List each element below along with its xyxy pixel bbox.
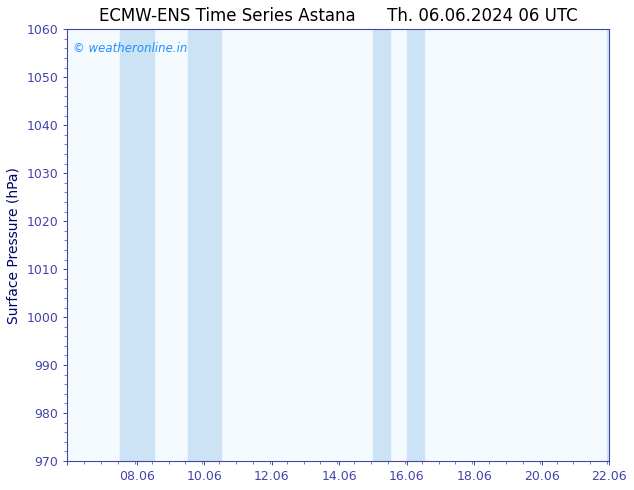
Text: © weatheronline.in: © weatheronline.in bbox=[73, 42, 187, 55]
Y-axis label: Surface Pressure (hPa): Surface Pressure (hPa) bbox=[7, 167, 21, 323]
Bar bbox=[407, 29, 424, 461]
Bar bbox=[120, 29, 154, 461]
Bar bbox=[373, 29, 390, 461]
Title: ECMW-ENS Time Series Astana      Th. 06.06.2024 06 UTC: ECMW-ENS Time Series Astana Th. 06.06.20… bbox=[99, 7, 578, 25]
Bar bbox=[607, 29, 609, 461]
Bar bbox=[188, 29, 221, 461]
